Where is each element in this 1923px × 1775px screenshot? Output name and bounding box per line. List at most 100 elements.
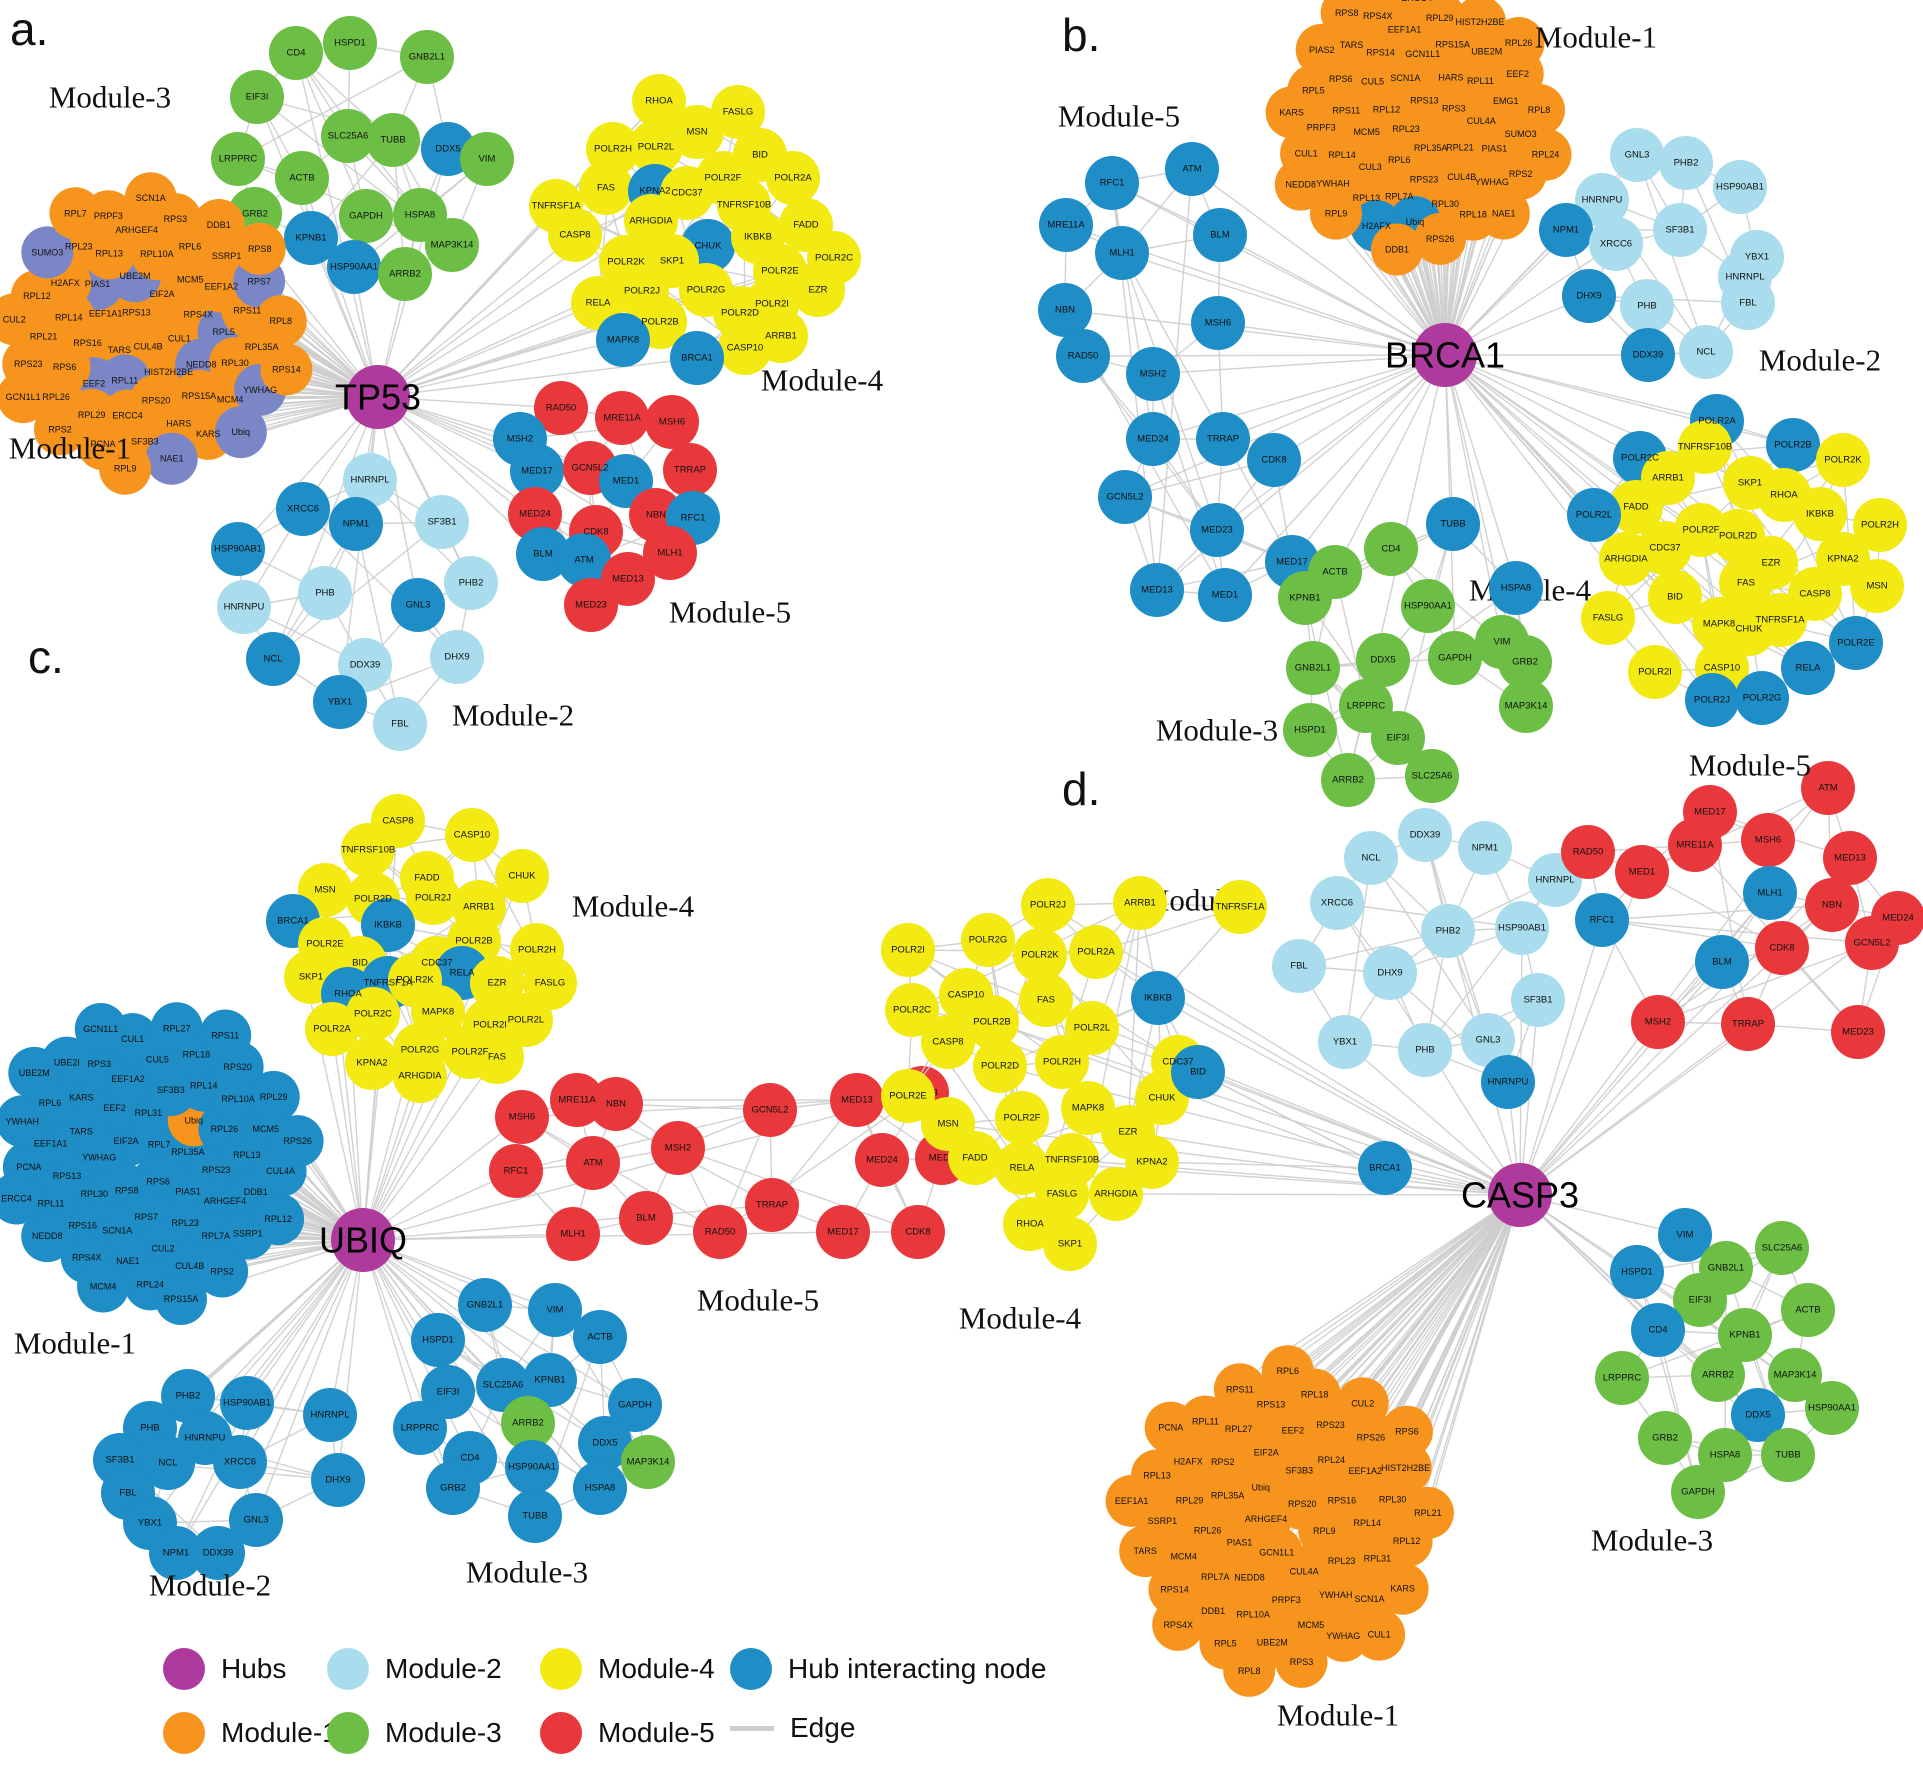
node-RAD50 <box>1561 825 1615 879</box>
node-label: ARRB1 <box>463 902 495 913</box>
node-label: RPL8 <box>1238 1666 1261 1676</box>
node-label: ERCC4 <box>112 411 143 421</box>
node-label: RPS3 <box>1290 1657 1314 1667</box>
node-RFC1 <box>489 1144 543 1198</box>
module-label-module-1: Module-1 <box>14 1326 136 1361</box>
node-label: POLR2E <box>1837 638 1875 649</box>
node-label: RPL10A <box>1236 1610 1270 1620</box>
edge <box>377 190 656 398</box>
node-NCL <box>1344 831 1398 885</box>
node-label: RPL35A <box>1414 143 1448 153</box>
node-label: CHUK <box>1149 1093 1177 1104</box>
edge <box>377 396 419 606</box>
node-label: KPNA2 <box>356 1058 387 1069</box>
node-HNRNPL <box>343 453 397 507</box>
node-POLR2L <box>1567 488 1621 542</box>
node-label: EIF3I <box>246 92 269 103</box>
node-DDX39 <box>191 1526 245 1580</box>
node-RHOA <box>1003 1197 1057 1251</box>
node-label: RPL29 <box>1426 13 1454 23</box>
edge <box>1064 309 1446 356</box>
node-HSP90AA1 <box>1401 579 1455 633</box>
node-label: MAP3K14 <box>1505 701 1548 712</box>
node-label: KARS <box>69 1093 94 1103</box>
node-label: FBL <box>1739 298 1756 309</box>
node-label: CASP8 <box>559 230 590 241</box>
node-label: PHB <box>1415 1045 1435 1056</box>
node-label: RPL13 <box>233 1150 261 1160</box>
node-label: RPL31 <box>1364 1554 1392 1564</box>
node-label: POLR2F <box>452 1047 489 1058</box>
edge <box>1519 857 1851 1196</box>
node-POLR2D <box>973 1039 1027 1093</box>
module-label-module-4: Module-4 <box>959 1301 1082 1336</box>
node-label: SCN1A <box>102 1226 132 1236</box>
node-label: TARS <box>108 345 131 355</box>
panel-letter-b: b. <box>1062 9 1101 61</box>
node-label: ARRB1 <box>1124 898 1156 909</box>
node-label: ARHGEF4 <box>204 1196 247 1206</box>
edge <box>1334 354 1446 573</box>
node-label: RPS3 <box>88 1059 112 1069</box>
node-label: MED24 <box>519 509 551 520</box>
node-label: CUL1 <box>1295 149 1318 159</box>
node-label: MSN <box>937 1119 958 1130</box>
node-label: RPL12 <box>23 291 51 301</box>
node-label: POLR2K <box>1824 455 1862 466</box>
nodes-panel-a: CD4 HSPD1 GNB2L1 EIF3I SLC25A6 TUBB DDX5 VIM LRP… <box>0 16 884 751</box>
node-MCM4 <box>77 1260 130 1313</box>
node-label: RPL6 <box>39 1098 62 1108</box>
node-BLM <box>619 1191 673 1245</box>
node-label: RPL24 <box>137 1279 165 1289</box>
node-FAS <box>470 1030 524 1084</box>
node-BLM <box>1193 208 1247 262</box>
node-label: DDX5 <box>1745 1410 1770 1421</box>
node-label: YWHAG <box>1475 177 1509 187</box>
node-POLR2I <box>881 923 935 977</box>
node-label: POLR2E <box>889 1091 927 1102</box>
node-label: CD4 <box>460 1453 479 1464</box>
module-label-module-1: Module-1 <box>1277 1698 1399 1733</box>
nodes-panel-b: RFC1 ATM MRE11A MLH1 BLM NBN MSH6 RAD50 MSH2 MED2… <box>1038 0 1907 807</box>
node-label: PHB2 <box>1674 158 1699 169</box>
node-label: RAD50 <box>1068 351 1099 362</box>
node-TNFRSF10B <box>1678 420 1732 474</box>
edge <box>337 1239 364 1481</box>
node-label: CASP8 <box>932 1037 963 1048</box>
node-DHX9 <box>1562 269 1616 323</box>
node-label: HNRNPU <box>1488 1077 1529 1088</box>
edge <box>331 1028 364 1241</box>
node-label: EIF2A <box>1254 1448 1279 1458</box>
node-label: RPL35A <box>1211 1490 1245 1500</box>
node-label: TNFRSF1A <box>363 978 413 989</box>
node-label: RPS7 <box>247 277 271 287</box>
node-RAD50 <box>693 1205 747 1259</box>
edge <box>1273 354 1446 461</box>
node-label: RPS16 <box>73 338 102 348</box>
node-label: YBX1 <box>1333 1037 1357 1048</box>
edge <box>377 396 472 584</box>
node-EIF3I <box>1673 1273 1727 1327</box>
node-label: FASLG <box>723 107 754 118</box>
node-label: ARRB1 <box>765 331 797 342</box>
node-label: MED1 <box>1212 590 1238 601</box>
node-label: POLR2J <box>415 893 451 904</box>
node-label: PIAS1 <box>85 279 111 289</box>
node-label: RPS7 <box>135 1212 159 1222</box>
node-label: RPL11 <box>1192 1417 1219 1427</box>
node-SKP1 <box>1043 1217 1097 1271</box>
node-label: RELA <box>586 298 611 309</box>
edge <box>255 1239 364 1521</box>
node-label: PHB <box>1637 301 1657 312</box>
node-label: YBX1 <box>1745 252 1769 263</box>
edge <box>1157 997 1521 1196</box>
node-label: SF3B1 <box>1523 995 1552 1006</box>
node-label: HSPD1 <box>1621 1267 1653 1278</box>
node-RPL8 <box>1223 1644 1276 1697</box>
node-YWHAH <box>0 1095 49 1148</box>
node-POLR2L <box>629 120 683 174</box>
edge <box>1287 1194 1521 1372</box>
node-label: RPS26 <box>1357 1432 1386 1442</box>
node-label: ARRB2 <box>1332 775 1364 786</box>
node-MRE11A <box>550 1073 604 1127</box>
